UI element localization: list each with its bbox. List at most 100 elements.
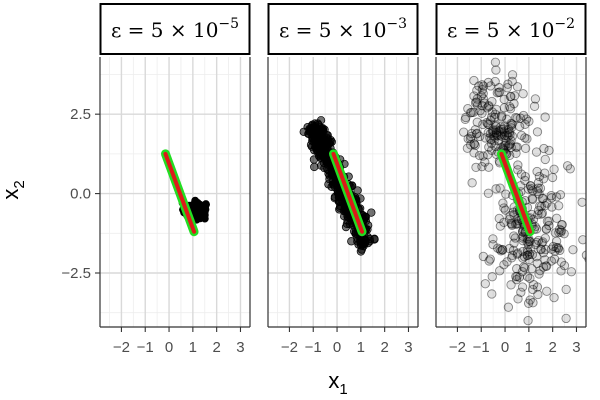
- data-point: [505, 102, 515, 112]
- data-point: [548, 241, 558, 252]
- data-point: [540, 112, 550, 122]
- data-point: [537, 238, 547, 248]
- data-point: [534, 171, 545, 182]
- x-tick-label: 0: [501, 339, 509, 356]
- data-point: [477, 80, 487, 90]
- data-point: [531, 147, 542, 157]
- data-point: [499, 103, 510, 113]
- data-point: [554, 227, 564, 238]
- data-point: [498, 124, 509, 134]
- data-point: [482, 117, 492, 128]
- x-tick-label: 3: [404, 339, 412, 356]
- data-point: [546, 193, 557, 203]
- data-point: [525, 273, 535, 283]
- data-point: [483, 127, 493, 138]
- data-point: [497, 245, 508, 255]
- data-point: [478, 151, 488, 161]
- y-tick-label: 2.5: [70, 106, 91, 123]
- data-point: [556, 225, 566, 236]
- data-point: [483, 77, 494, 88]
- data-point: [540, 154, 550, 165]
- x-tick-label: 0: [333, 339, 341, 356]
- data-point: [468, 107, 479, 118]
- data-point: [515, 113, 526, 123]
- data-point: [532, 166, 542, 177]
- y-tick-label: 0.0: [70, 186, 91, 203]
- data-point: [577, 197, 586, 207]
- data-point: [553, 243, 563, 253]
- data-point: [482, 103, 492, 113]
- data-point: [532, 282, 543, 292]
- data-point: [487, 272, 497, 282]
- data-point: [506, 91, 516, 102]
- data-point: [496, 112, 507, 122]
- data-point: [470, 140, 480, 150]
- data-point: [503, 124, 514, 135]
- facet-strip-label: ε = 5 × 10−5: [111, 16, 239, 42]
- data-point: [504, 140, 515, 150]
- data-point: [491, 104, 502, 115]
- y-axis-title-base: x: [0, 189, 23, 200]
- data-point: [508, 207, 518, 217]
- data-point: [511, 142, 521, 152]
- data-point: [495, 266, 505, 276]
- data-point: [512, 219, 522, 229]
- data-point: [496, 122, 506, 132]
- data-point: [483, 150, 493, 160]
- data-point: [472, 128, 482, 138]
- data-point: [525, 236, 535, 247]
- data-point: [312, 129, 322, 138]
- data-point: [524, 249, 535, 259]
- data-point: [561, 284, 571, 295]
- data-point: [490, 57, 501, 67]
- data-point: [530, 239, 541, 250]
- data-point: [503, 131, 513, 141]
- x-tick-label: −2: [281, 339, 298, 356]
- data-point: [492, 88, 502, 98]
- data-point: [494, 213, 504, 224]
- data-point: [534, 329, 542, 337]
- data-point: [499, 260, 509, 270]
- data-point: [310, 162, 319, 172]
- data-point: [517, 233, 528, 243]
- panel-2: ε = 5 × 10−3 −2 −1 0 1 2 3: [267, 3, 419, 356]
- data-point: [467, 107, 477, 118]
- data-point: [494, 82, 504, 93]
- data-point: [524, 116, 534, 126]
- data-point: [540, 201, 550, 211]
- data-point: [485, 254, 495, 264]
- data-point: [477, 101, 487, 111]
- data-point: [495, 183, 505, 193]
- data-point: [536, 201, 546, 212]
- x-axis-title-base: x: [328, 368, 339, 393]
- data-points: [299, 116, 379, 256]
- data-point: [307, 142, 317, 151]
- data-point: [490, 132, 500, 142]
- data-point: [515, 121, 525, 132]
- data-point: [527, 264, 537, 274]
- x-tick-label: 1: [525, 339, 533, 356]
- data-point: [466, 140, 476, 150]
- data-point: [470, 125, 480, 135]
- data-point: [581, 250, 586, 260]
- data-point: [528, 280, 539, 290]
- x-axis-title-subscript: 1: [339, 381, 347, 398]
- data-point: [499, 130, 510, 141]
- data-point: [472, 94, 482, 104]
- data-point: [518, 253, 528, 263]
- data-point: [551, 236, 562, 246]
- data-point: [522, 272, 533, 282]
- data-point: [546, 256, 556, 266]
- x-axis-title: x1: [328, 368, 347, 398]
- data-point: [562, 161, 573, 171]
- data-point: [557, 220, 567, 230]
- data-point: [533, 183, 543, 193]
- data-point: [499, 94, 509, 104]
- data-point: [526, 244, 536, 254]
- x-tick-label: 1: [189, 339, 197, 356]
- data-point: [497, 111, 507, 121]
- data-point: [540, 244, 551, 255]
- line-band-inner: [163, 151, 197, 234]
- data-point: [531, 237, 542, 247]
- data-point: [495, 130, 505, 140]
